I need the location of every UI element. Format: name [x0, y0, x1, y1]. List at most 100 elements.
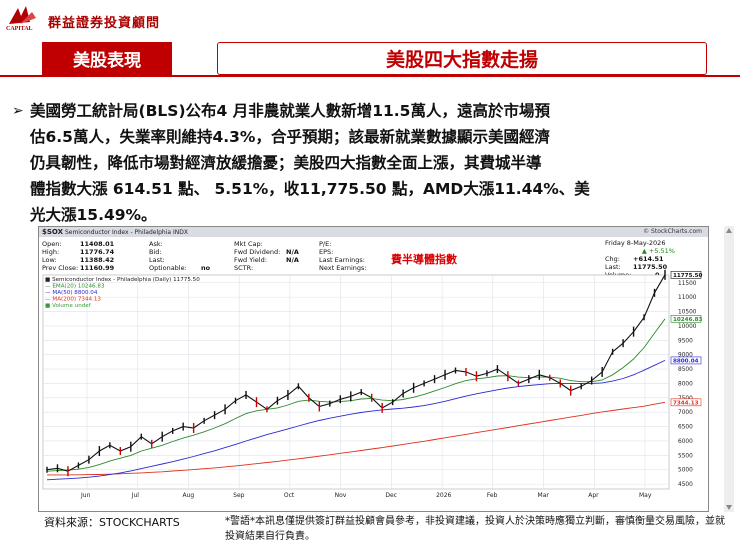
- capital-logo-icon: [9, 6, 36, 24]
- stat-value: no: [201, 264, 211, 272]
- value-label: 11775.50: [673, 273, 702, 279]
- x-tick-label: 2026: [436, 492, 451, 499]
- y-tick-label: 6000: [678, 439, 693, 445]
- value-label: 10246.83: [673, 317, 702, 323]
- stat-label: Optionable:: [149, 264, 187, 272]
- legend-ma50: — MA(50) 8800.04: [45, 290, 98, 296]
- stats-fundamentals: Mkt Cap: Fwd Dividend: N/A Fwd Yield: N/A …: [234, 240, 299, 272]
- y-tick-label: 8000: [678, 381, 693, 387]
- para-line: 光大漲15.49%。: [30, 206, 157, 224]
- value-label-box: [670, 314, 702, 323]
- legend-volume: ■ Volume undef: [45, 303, 92, 309]
- x-tick-label: Feb: [487, 492, 498, 499]
- stat-label: Last:: [605, 263, 621, 271]
- y-tick-label: 5500: [678, 453, 693, 459]
- data-source: 資料來源：STOCKCHARTS: [44, 516, 180, 529]
- slide-header: 美股表現 美股四大指數走揚: [42, 42, 707, 75]
- bullet-arrow-icon: ➢: [12, 103, 24, 119]
- ma200-line: [47, 401, 666, 476]
- slide-title: 美股四大指數走揚: [217, 42, 707, 75]
- ma50-line: [46, 359, 666, 481]
- stat-label: SCTR:: [234, 264, 254, 272]
- stat-label: Ask:: [149, 240, 163, 248]
- y-tick-label: 11500: [678, 281, 697, 287]
- sox-chart: $SOX Semiconductor Index - Philadelphia …: [38, 226, 709, 512]
- stat-value: +614.51: [633, 255, 664, 263]
- ema20-line: [46, 318, 666, 472]
- para-line: 美國勞工統計局(BLS)公布4 月非農就業人數新增11.5萬人，遠高於市場預: [30, 102, 550, 120]
- para-line: 仍具韌性，降低市場對經濟放緩擔憂；美股四大指數全面上漲，其費城半導: [30, 154, 542, 172]
- y-tick-label: 9000: [678, 353, 693, 359]
- stat-value: N/A: [286, 256, 299, 264]
- stat-value: 11408.01: [80, 240, 115, 248]
- plot-frame: [42, 274, 670, 490]
- stat-label: Mkt Cap:: [234, 240, 263, 248]
- stat-label: Open:: [42, 240, 62, 248]
- chart-header: $SOX Semiconductor Index - Philadelphia …: [39, 227, 708, 237]
- y-tick-label: 8500: [678, 367, 693, 373]
- stats-price: Open: 11408.01 High: 11776.74 Low: 11388.42…: [42, 240, 114, 272]
- legend-price: ■ Semiconductor Index - Philadelphia (Da…: [45, 277, 200, 283]
- x-tick-label: Jul: [131, 492, 140, 499]
- stat-label: Last:: [149, 256, 165, 264]
- x-axis: Jun Jul Aug Sep Oct Nov Dec 2026 Feb Mar Apr May: [80, 492, 652, 499]
- stat-label: Prev Close:: [42, 264, 79, 272]
- chart-scrollbar[interactable]: [724, 226, 734, 512]
- y-tick-label: 7000: [678, 410, 693, 416]
- value-label: 8800.04: [673, 358, 699, 364]
- y-tick-label: 10000: [678, 324, 697, 330]
- stat-label: High:: [42, 248, 60, 256]
- x-tick-label: Nov: [335, 492, 347, 499]
- stat-label: Next Earnings:: [319, 264, 367, 272]
- stat-label: Chg:: [605, 255, 620, 263]
- value-label-box: [670, 271, 702, 279]
- y-axis: 4500500055006000650070007500800085009000…: [670, 271, 702, 488]
- price-line: [46, 274, 666, 472]
- x-tick-label: Apr: [588, 492, 599, 499]
- x-tick-label: Aug: [182, 492, 194, 499]
- x-tick-label: May: [639, 492, 652, 499]
- stats-earnings: P/E: EPS: Last Earnings: Next Earnings:: [319, 240, 367, 272]
- x-tick-label: Mar: [538, 492, 550, 499]
- stat-label: Bid:: [149, 248, 162, 256]
- stat-value: 11775.50: [633, 263, 668, 271]
- company-name: 群益證券投資顧問: [48, 16, 161, 31]
- value-label-box: [670, 356, 702, 365]
- section-tab: 美股表現: [42, 42, 172, 75]
- price-plot: 4500500055006000650070007500800085009000…: [42, 269, 702, 499]
- stat-value: 11160.99: [80, 264, 115, 272]
- disclaimer: *警語*本訊息僅提供簽訂群益投顧會員參考，非投資建議，投資人於決策時應獨立判斷，…: [225, 516, 725, 542]
- header-divider: [0, 75, 740, 77]
- x-tick-label: Oct: [284, 492, 295, 499]
- plot-lines: [46, 269, 666, 481]
- value-label-box: [670, 398, 702, 407]
- stats-quote: Ask: Bid: Last: Optionable: no: [149, 240, 210, 272]
- stat-value: N/A: [286, 248, 299, 256]
- para-line: 體指數大漲 614.51 點、 5.51%，收11,775.50 點，AMD大漲…: [30, 180, 590, 198]
- stat-value: 11388.42: [80, 256, 115, 264]
- y-tick-label: 11000: [678, 295, 697, 301]
- stat-label: Fwd Yield:: [234, 256, 267, 264]
- chart-annotation: 費半導體指數: [391, 253, 457, 266]
- stat-label: EPS:: [319, 248, 334, 256]
- para-line: 估6.5萬人，失業率則維持4.3%，合乎預期；該最新就業數據顯示美國經濟: [30, 128, 550, 146]
- y-tick-label: 6500: [678, 425, 693, 431]
- pct-change: ▲ +5.51%: [641, 247, 675, 255]
- stockcharts-brand: © StockCharts.com: [643, 228, 702, 235]
- plot-legend: ■ Semiconductor Index - Philadelphia (Da…: [45, 277, 200, 309]
- y-tick-label: 5000: [678, 468, 693, 474]
- stat-value: 11776.74: [80, 248, 115, 256]
- legend-ma200: — MA(200) 7344.13: [45, 297, 101, 303]
- stat-label: Fwd Dividend:: [234, 248, 281, 256]
- x-tick-label: Jun: [80, 492, 91, 499]
- summary-paragraph: 美國勞工統計局(BLS)公布4 月非農就業人數新增11.5萬人，遠高於市場預 估…: [30, 98, 720, 228]
- chart-symbol: $SOX: [42, 228, 64, 236]
- value-label: 7344.13: [673, 400, 699, 406]
- stat-label: Last Earnings:: [319, 256, 366, 264]
- x-tick-label: Sep: [233, 492, 245, 499]
- legend-ema20: — EMA(20) 10246.83: [45, 284, 105, 290]
- company-logo: CAPITAL 群益證券投資顧問: [4, 4, 204, 34]
- y-tick-label: 10500: [678, 310, 697, 316]
- y-tick-label: 4500: [678, 482, 693, 488]
- x-tick-label: Dec: [385, 492, 397, 499]
